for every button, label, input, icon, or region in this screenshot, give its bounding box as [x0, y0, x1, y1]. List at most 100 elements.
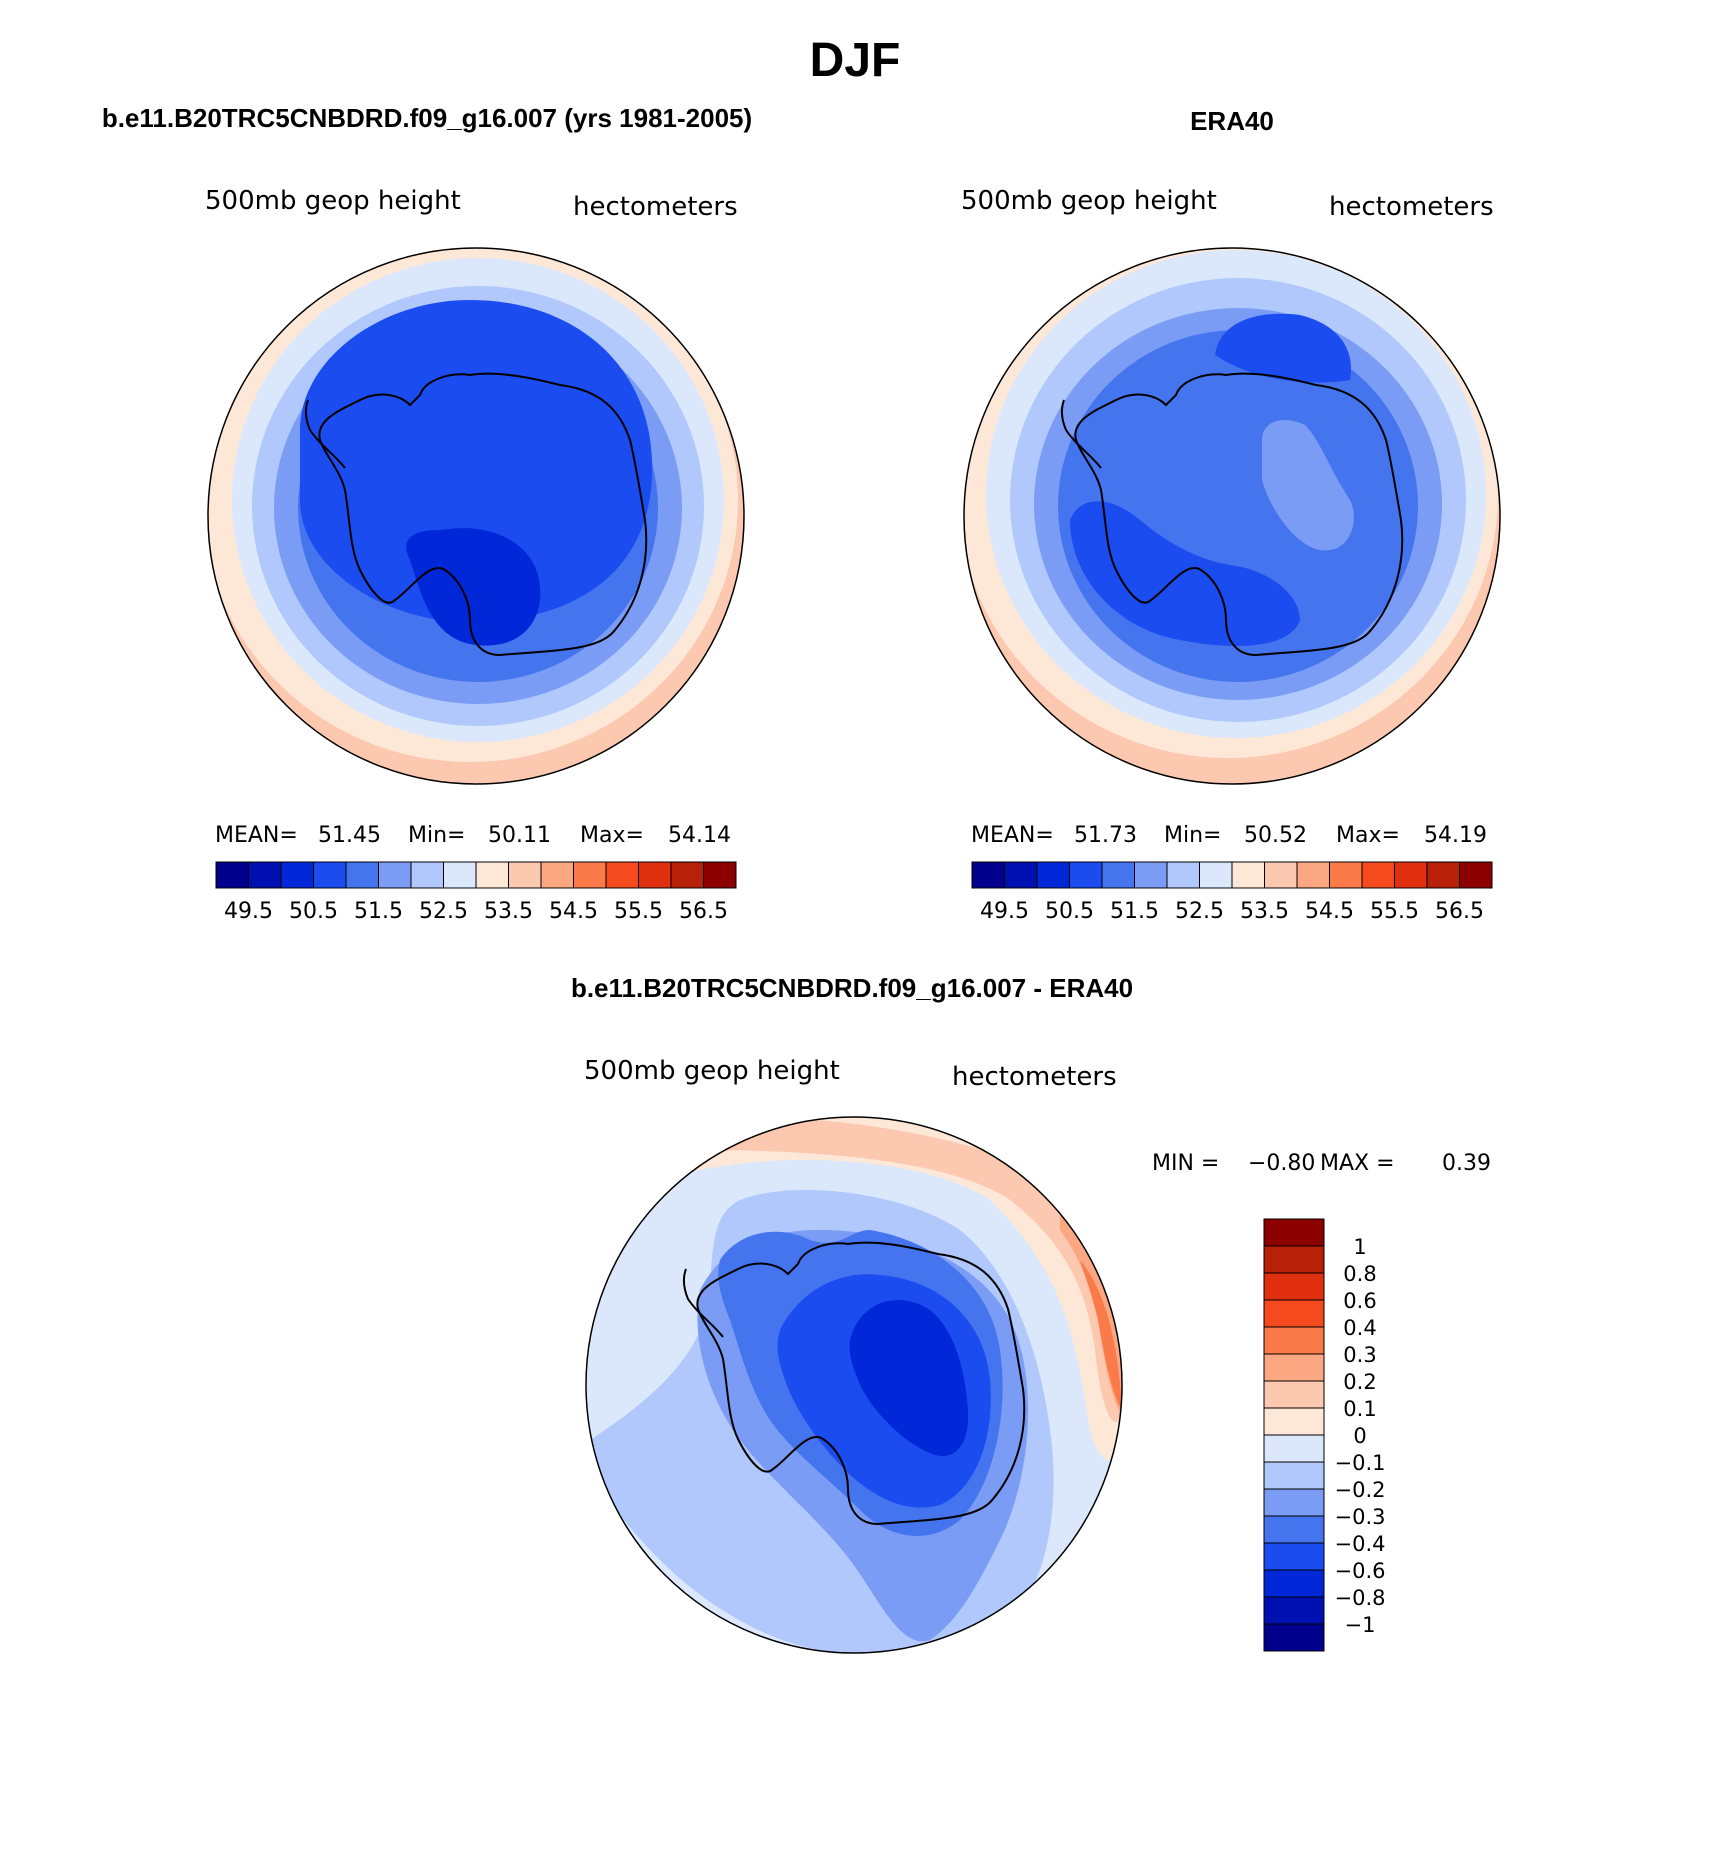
panel-obs-right-label: hectometers [1329, 192, 1494, 222]
colorbar-swatch [410, 861, 444, 889]
colorbar-tick-label: −0.2 [1335, 1478, 1386, 1502]
colorbar-swatch [1263, 1488, 1325, 1517]
colorbar-tick-label: 51.5 [1110, 899, 1159, 924]
colorbar-swatch [1263, 1596, 1325, 1625]
colorbar-tick-label: −0.6 [1335, 1559, 1386, 1583]
colorbar-swatch [1264, 861, 1298, 889]
colorbar-swatch [1263, 1218, 1325, 1247]
model-min-value: 50.11 [488, 823, 551, 848]
colorbar-tick-label: 0.3 [1343, 1343, 1376, 1367]
colorbar-tick-label: 0.6 [1343, 1289, 1376, 1313]
colorbar-swatch [1329, 861, 1363, 889]
colorbar-swatch [1101, 861, 1135, 889]
colorbar-swatch [1296, 861, 1330, 889]
panel-obs-map [964, 248, 1500, 784]
colorbar-swatch [1134, 861, 1168, 889]
panel-diff-stats: MIN = −0.80 MAX = 0.39 [1152, 1151, 1491, 1176]
obs-coastline [1074, 372, 1404, 657]
colorbar-swatch [1426, 861, 1460, 889]
colorbar-tick-label: −0.4 [1335, 1532, 1386, 1556]
colorbar-tick-label: 0.1 [1343, 1397, 1376, 1421]
colorbar-swatch [1263, 1407, 1325, 1436]
colorbar-swatch [1166, 861, 1200, 889]
colorbar-swatch [1263, 1353, 1325, 1382]
colorbar-swatch [1263, 1272, 1325, 1301]
obs-mean-value: 51.73 [1074, 823, 1137, 848]
panel-diff-left-label: 500mb geop height [584, 1056, 840, 1086]
colorbar-tick-label: 54.5 [1305, 899, 1354, 924]
model-mean-value: 51.45 [318, 823, 381, 848]
panel-model-stats: MEAN= 51.45 Min= 50.11 Max= 54.14 [215, 823, 731, 848]
diff-positive-0.4 [1080, 1260, 1122, 1410]
panel-obs-stats: MEAN= 51.73 Min= 50.52 Max= 54.19 [971, 823, 1487, 848]
panel-model-map [208, 248, 744, 784]
panel-diff-map [586, 1117, 1122, 1653]
colorbar-tick-label: 0.8 [1343, 1262, 1376, 1286]
panel-diff-right-label: hectometers [952, 1062, 1117, 1092]
panel-diff-colorbar: 1 0.8 0.6 0.4 0.3 0.2 0.1 0 −0.1 −0.2 −0.3 −0.4 −0.6… [1263, 1218, 1386, 1652]
colorbar-tick-label: 54.5 [549, 899, 598, 924]
colorbar-swatch [1069, 861, 1103, 889]
panel-diff: b.e11.B20TRC5CNBDRD.f09_g16.007 - ERA40 … [571, 973, 1491, 1654]
panel-obs: ERA40 500mb geop height hectometers MEAN… [961, 106, 1501, 924]
panel-obs-colorbar: 49.5 50.5 51.5 52.5 53.5 54.5 55.5 56.5 [971, 861, 1493, 924]
model-min-label: Min= [408, 823, 465, 848]
panel-model-title: b.e11.B20TRC5CNBDRD.f09_g16.007 (yrs 198… [102, 103, 752, 133]
panel-model-right-label: hectometers [573, 192, 738, 222]
model-band-50.5 [406, 528, 541, 646]
model-max-value: 54.14 [668, 823, 731, 848]
colorbar-swatch [638, 861, 672, 889]
panel-model-colorbar: 49.5 50.5 51.5 52.5 53.5 54.5 55.5 56.5 [215, 861, 737, 924]
colorbar-swatch [345, 861, 379, 889]
colorbar-swatch [670, 861, 704, 889]
diff-max-value: 0.39 [1442, 1151, 1491, 1176]
colorbar-swatch [1199, 861, 1233, 889]
colorbar-swatch [1361, 861, 1395, 889]
colorbar-tick-label: 53.5 [484, 899, 533, 924]
colorbar-swatch [1263, 1434, 1325, 1463]
colorbar-tick-label: 53.5 [1240, 899, 1289, 924]
colorbar-tick-label: 55.5 [614, 899, 663, 924]
colorbar-swatch [1263, 1623, 1325, 1652]
obs-band-51.0-south [1070, 501, 1300, 646]
colorbar-swatch [971, 861, 1005, 889]
obs-max-value: 54.19 [1424, 823, 1487, 848]
obs-mean-label: MEAN= [971, 823, 1054, 848]
obs-band-52.0-interior [1262, 420, 1354, 551]
colorbar-swatch [1459, 861, 1493, 889]
panel-obs-left-label: 500mb geop height [961, 186, 1217, 216]
colorbar-tick-label: 0 [1353, 1424, 1366, 1448]
colorbar-swatch [313, 861, 347, 889]
colorbar-swatch [703, 861, 737, 889]
model-mean-label: MEAN= [215, 823, 298, 848]
colorbar-tick-label: 55.5 [1370, 899, 1419, 924]
colorbar-tick-label: 51.5 [354, 899, 403, 924]
colorbar-swatch [215, 861, 249, 889]
colorbar-swatch [1263, 1542, 1325, 1571]
colorbar-swatch [540, 861, 574, 889]
colorbar-swatch [1263, 1380, 1325, 1409]
main-title: DJF [810, 34, 901, 87]
diff-peninsula [682, 1268, 724, 1338]
colorbar-tick-label: 0.4 [1343, 1316, 1376, 1340]
panel-diff-title: b.e11.B20TRC5CNBDRD.f09_g16.007 - ERA40 [571, 973, 1133, 1003]
diff-coastline [696, 1241, 1026, 1526]
colorbar-tick-label: 49.5 [980, 899, 1029, 924]
colorbar-swatch [1263, 1569, 1325, 1598]
colorbar-swatch [1004, 861, 1038, 889]
colorbar-tick-label: −0.1 [1335, 1451, 1386, 1475]
model-max-label: Max= [580, 823, 644, 848]
colorbar-tick-label: 49.5 [224, 899, 273, 924]
colorbar-tick-label: 56.5 [1435, 899, 1484, 924]
model-peninsula [304, 399, 346, 469]
panel-model-left-label: 500mb geop height [205, 186, 461, 216]
colorbar-swatch [475, 861, 509, 889]
diff-band--0.7 [849, 1300, 969, 1456]
obs-min-label: Min= [1164, 823, 1221, 848]
diff-min-label: MIN = [1152, 1151, 1219, 1176]
colorbar-swatch [1263, 1515, 1325, 1544]
colorbar-tick-label: −0.3 [1335, 1505, 1386, 1529]
panel-model: b.e11.B20TRC5CNBDRD.f09_g16.007 (yrs 198… [102, 103, 752, 924]
colorbar-swatch [605, 861, 639, 889]
